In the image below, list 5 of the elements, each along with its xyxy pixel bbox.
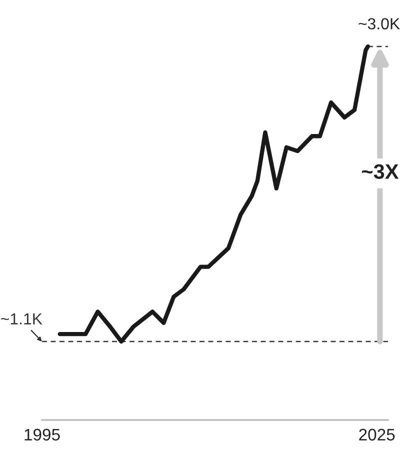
x-tick-label: 1995 [24, 428, 60, 441]
annotation: ~3.0K [358, 18, 400, 30]
annotation: ~1.1K [1, 313, 42, 324]
x-tick-label: 2025 [359, 428, 395, 441]
annotation: ~3X [362, 164, 399, 179]
